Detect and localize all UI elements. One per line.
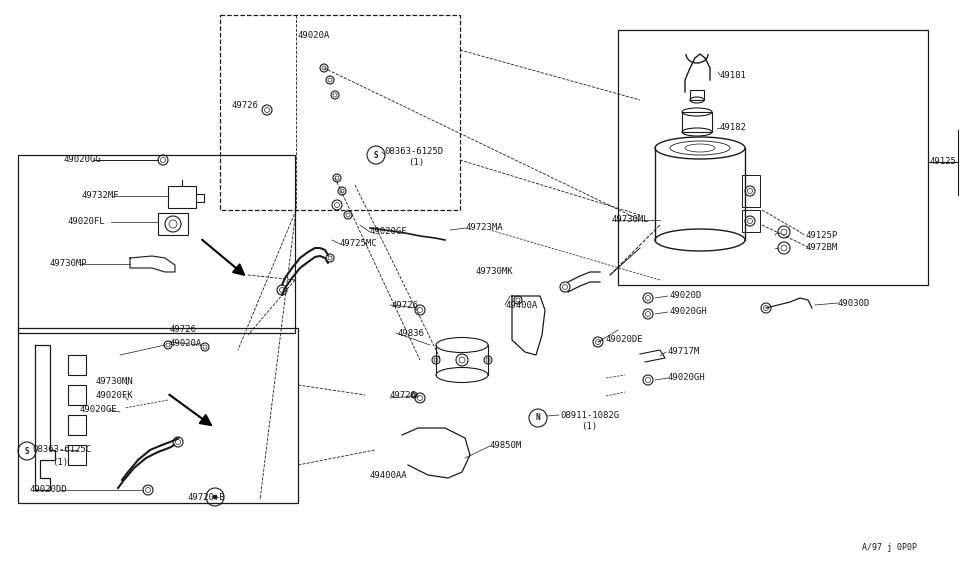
Text: 08363-6125D: 08363-6125D <box>384 148 443 157</box>
Text: 49020A: 49020A <box>170 340 202 349</box>
Text: S: S <box>373 151 378 160</box>
Text: 49181: 49181 <box>720 71 747 79</box>
Bar <box>18 328 298 503</box>
Text: 49726: 49726 <box>170 325 197 335</box>
Text: 49125P: 49125P <box>805 230 838 239</box>
Bar <box>618 30 928 285</box>
Text: 49723MA: 49723MA <box>466 224 504 233</box>
Text: 49850M: 49850M <box>490 441 523 451</box>
Text: 49030D: 49030D <box>838 298 871 307</box>
Text: 08363-6125C: 08363-6125C <box>32 445 91 454</box>
Text: 49182: 49182 <box>720 123 747 132</box>
Bar <box>742 175 760 207</box>
Bar <box>68 355 86 375</box>
Text: 49020FL: 49020FL <box>67 217 104 226</box>
Text: 49125: 49125 <box>930 157 956 166</box>
Text: 49020GG: 49020GG <box>64 156 101 165</box>
Bar <box>682 112 712 132</box>
Text: 49020GH: 49020GH <box>670 307 708 316</box>
Text: 49836: 49836 <box>398 328 425 337</box>
Text: 49400AA: 49400AA <box>370 470 408 479</box>
Text: 49020DD: 49020DD <box>30 486 67 495</box>
Text: 49717M: 49717M <box>668 348 700 357</box>
Text: 49020GE: 49020GE <box>80 405 118 414</box>
Text: 49730MK: 49730MK <box>475 268 513 277</box>
Bar <box>220 15 460 210</box>
Text: 49726: 49726 <box>232 101 259 109</box>
Text: (1): (1) <box>408 158 424 168</box>
Bar <box>18 155 295 333</box>
Bar <box>68 445 86 465</box>
Text: S: S <box>24 447 29 456</box>
Bar <box>68 385 86 405</box>
Text: 49730ML: 49730ML <box>612 216 649 225</box>
Text: 4972BM: 4972BM <box>805 243 838 252</box>
Text: (1): (1) <box>52 458 68 468</box>
Text: 49720+B: 49720+B <box>188 494 225 503</box>
Text: 49020DE: 49020DE <box>605 336 643 345</box>
Text: 49020FK: 49020FK <box>95 392 133 401</box>
Text: A/97 j 0P0P: A/97 j 0P0P <box>862 543 917 552</box>
Text: 49020A: 49020A <box>297 31 330 40</box>
Circle shape <box>213 495 217 499</box>
Text: 49020GF: 49020GF <box>370 228 408 237</box>
Text: 49725MC: 49725MC <box>340 239 377 248</box>
Bar <box>742 210 760 232</box>
Bar <box>68 415 86 435</box>
Text: 49020GH: 49020GH <box>668 374 706 383</box>
Text: 49730MN: 49730MN <box>95 378 133 387</box>
Text: 49400A: 49400A <box>505 301 537 310</box>
Text: 49726: 49726 <box>390 391 417 400</box>
Text: 08911-1082G: 08911-1082G <box>560 410 619 419</box>
Text: 49726: 49726 <box>392 301 419 310</box>
Text: (1): (1) <box>581 422 597 431</box>
Text: N: N <box>535 414 540 422</box>
Text: 49020D: 49020D <box>670 291 702 301</box>
Text: 49730MP: 49730MP <box>50 259 88 268</box>
Text: 49732MF: 49732MF <box>82 191 120 200</box>
Bar <box>690 90 704 100</box>
